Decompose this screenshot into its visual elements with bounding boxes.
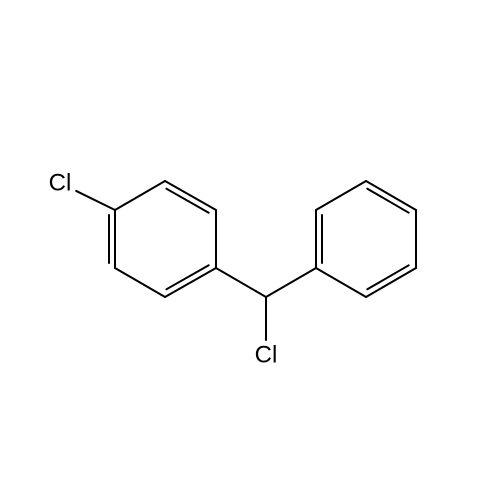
molecule-diagram: Cl Cl	[0, 0, 500, 500]
atom-label-cl2: Cl	[255, 342, 278, 369]
atom-label-cl1: Cl	[49, 170, 72, 197]
